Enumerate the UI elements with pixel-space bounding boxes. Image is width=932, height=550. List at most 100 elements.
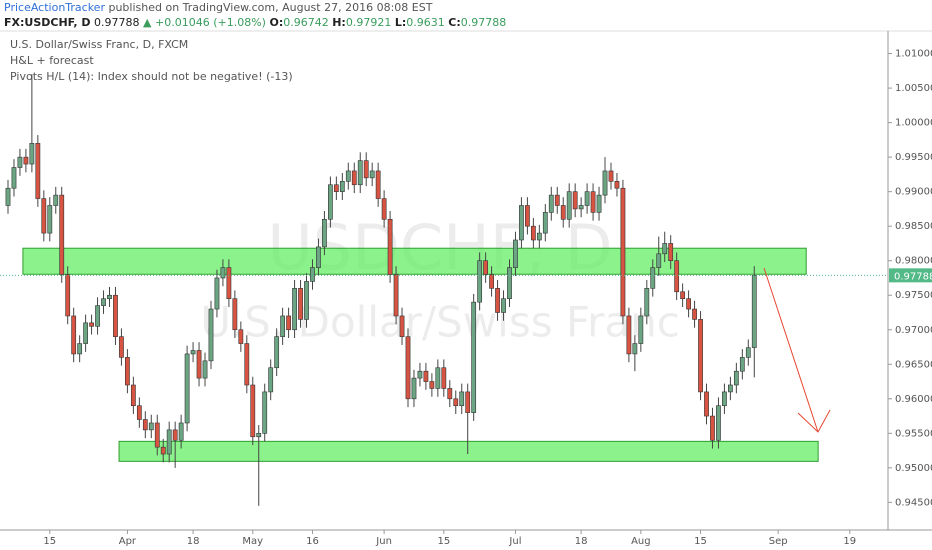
quote-line: FX:USDCHF, D 0.97788 ▲ +0.01046 (+1.08%)… (4, 16, 506, 29)
candle-body (465, 391, 471, 413)
candle-body (71, 315, 77, 355)
last: 0.97788 (94, 16, 140, 29)
candle-body (411, 377, 417, 400)
candle-body (716, 405, 721, 441)
candle-body (286, 315, 291, 331)
candle-body (65, 274, 71, 317)
candle-body (542, 212, 548, 234)
candle-body (190, 350, 196, 355)
x-tick-label: 15 (437, 536, 450, 547)
candle-body (602, 170, 608, 196)
candle-body (662, 243, 668, 255)
candle-body (363, 160, 369, 179)
candle-body (136, 405, 142, 420)
watermark-name: U.S. Dollar/Swiss Franc (200, 298, 680, 347)
published: published on TradingView.com, August 27,… (108, 1, 432, 14)
x-tick-label: Jun (375, 536, 392, 547)
candle-body (130, 384, 136, 407)
candle-body (274, 336, 280, 369)
candle-body (41, 198, 47, 234)
x-tick-label: 15 (43, 536, 56, 547)
candle-body (256, 433, 262, 438)
candle-body (375, 170, 381, 199)
candle-body (23, 156, 29, 165)
candle-body (489, 274, 494, 289)
publish-line: PriceActionTracker published on TradingV… (4, 1, 433, 14)
change: +0.01046 (+1.08%) (155, 16, 266, 29)
candle-body (268, 367, 274, 393)
candle-body (142, 419, 148, 431)
candle-body (208, 308, 214, 362)
candle-body (35, 143, 41, 199)
candle-body (644, 288, 650, 317)
x-tick-label: May (242, 536, 263, 547)
x-tick-label: 18 (575, 536, 588, 547)
candle-body (477, 260, 483, 303)
legend-item: Pivots H/L (14): Index should not be neg… (10, 70, 293, 83)
candle-body (5, 187, 11, 206)
forecast-arrowhead (797, 409, 831, 433)
candle-body (148, 422, 154, 431)
y-tick-label: 0.99500 (895, 152, 932, 163)
candle-body (525, 205, 530, 227)
candle-body (119, 336, 124, 358)
candle-body (417, 370, 423, 379)
plot (5, 74, 819, 506)
candle-body (483, 260, 489, 275)
candle-body (596, 194, 602, 213)
candle-body (322, 218, 327, 248)
candle-body (459, 391, 465, 407)
candle-body (83, 322, 89, 344)
candle-body (674, 260, 680, 293)
candle-body (536, 232, 542, 241)
x-tick-label: Aug (631, 536, 651, 547)
candle-body (47, 205, 53, 234)
author: PriceActionTracker (4, 1, 105, 14)
zone (118, 440, 819, 462)
candle-body (453, 398, 459, 407)
candle-body (471, 301, 477, 413)
candle-body (393, 274, 399, 317)
l-value: 0.9631 (406, 16, 445, 29)
candle-body (202, 360, 208, 379)
candle-body (614, 181, 620, 189)
candle-body (739, 357, 745, 372)
x-tick-label: 18 (187, 536, 200, 547)
candle-body (166, 429, 172, 455)
candle-body (572, 191, 578, 210)
candle-body (357, 160, 363, 186)
candle-body (584, 191, 590, 206)
candle-body (11, 167, 17, 189)
candle-body (244, 343, 250, 386)
candle-body (745, 347, 751, 358)
candle-body (196, 350, 202, 379)
candle-body (590, 191, 596, 213)
candle-body (107, 294, 112, 299)
candle-body (519, 205, 524, 241)
symbol: FX:USDCHF, D (4, 16, 91, 29)
candle-body (447, 388, 453, 400)
candle-body (29, 143, 35, 165)
candle-body (548, 194, 554, 213)
candle-body (435, 367, 441, 389)
l-label: L: (395, 16, 406, 29)
candle-body (53, 194, 59, 206)
candle-body (656, 253, 662, 268)
candle-body (113, 294, 118, 337)
candle-body (554, 194, 560, 206)
candle-body (280, 315, 286, 337)
candle-body (316, 246, 321, 268)
candle-body (507, 267, 512, 299)
candle-body (632, 343, 638, 355)
h-label: H: (332, 16, 346, 29)
candle-body (59, 194, 65, 275)
